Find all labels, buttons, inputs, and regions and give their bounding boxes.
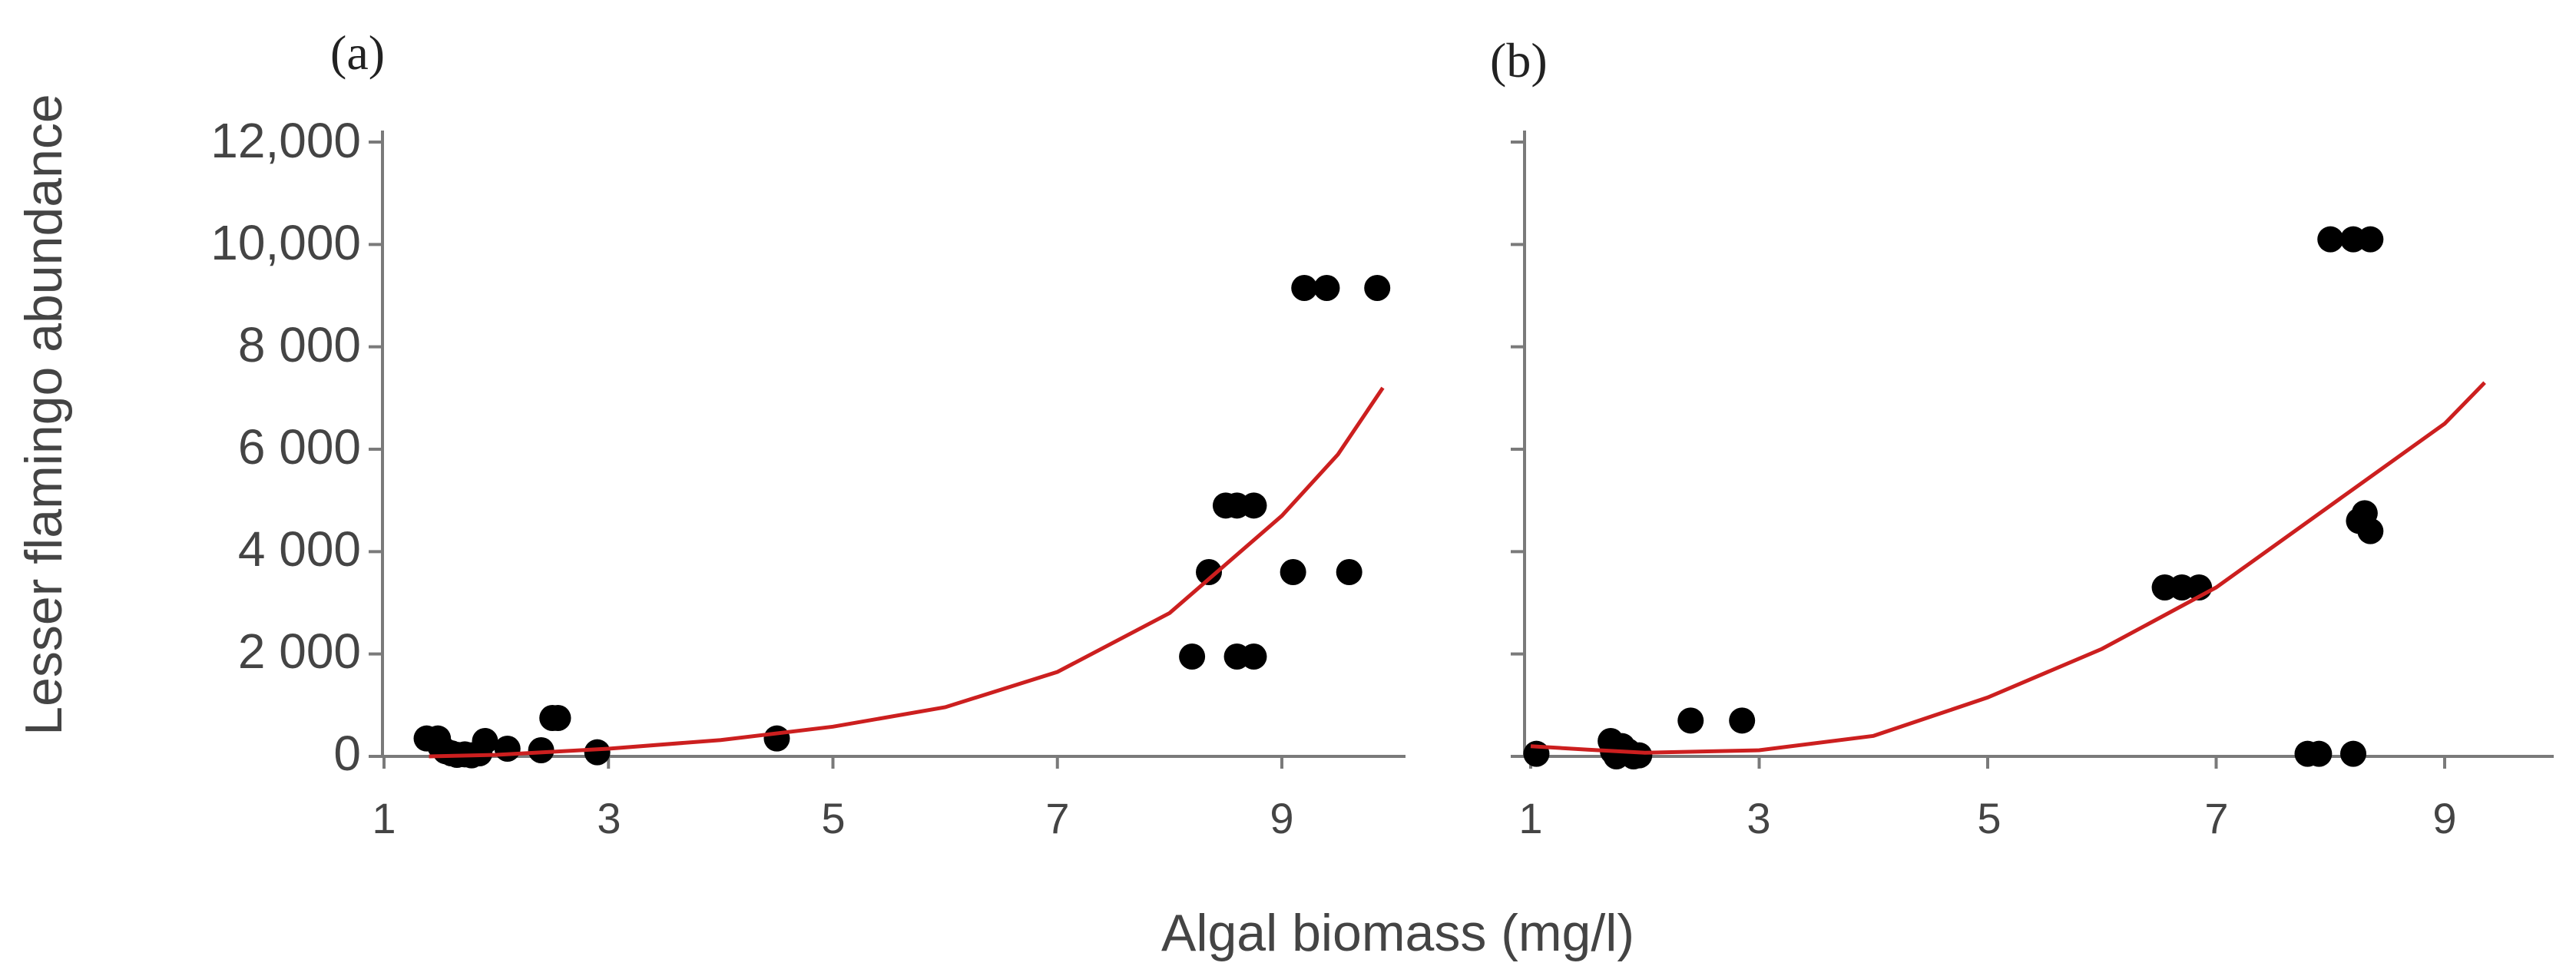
panel-a-points — [413, 275, 1391, 769]
panel-b-x-tick-labels: 1 3 5 7 9 — [1518, 794, 2456, 842]
panel-b-label: (b) — [1490, 33, 1548, 88]
panel-a-point-21 — [1240, 492, 1267, 519]
panel-a-point-17 — [1196, 559, 1223, 585]
panel-b-x-tick-label-3: 3 — [1747, 794, 1770, 842]
panel-a-x-tick-label-3: 3 — [597, 794, 621, 842]
y-tick-label-3: 6 000 — [238, 419, 361, 475]
panel-a-point-13 — [545, 705, 571, 731]
panel-a-point-25 — [1313, 275, 1340, 301]
panel-b-point-8 — [1677, 707, 1704, 734]
panel-a-point-26 — [1336, 559, 1362, 585]
panel-b-points — [1523, 226, 2384, 769]
panel-a-point-15 — [763, 725, 790, 752]
panel-b-point-21 — [2357, 226, 2384, 253]
y-tick-labels: 0 2 000 4 000 6 000 8 000 10,000 12,000 — [210, 113, 361, 781]
panel-a-point-22 — [1240, 643, 1267, 670]
y-tick-label-5: 10,000 — [210, 215, 361, 270]
panel-b-point-7 — [1626, 742, 1653, 769]
panel-a-point-11 — [528, 737, 555, 763]
panel-b-point-15 — [2317, 226, 2344, 253]
panel-b-x-tick-label-1: 1 — [1518, 794, 1542, 842]
panel-a-x-tick-label-1: 1 — [372, 794, 396, 842]
panel-a-point-10 — [494, 736, 521, 762]
panel-a-point-9 — [472, 728, 498, 754]
y-tick-label-2: 4 000 — [238, 521, 361, 577]
panel-b-x-tick-label-9: 9 — [2432, 794, 2456, 842]
panel-b-y-ticks — [1511, 141, 1525, 758]
y-tick-label-0: 0 — [333, 726, 361, 781]
y-tick-label-4: 8 000 — [238, 317, 361, 372]
panel-b-point-20 — [2357, 518, 2384, 544]
panel-b-x-tick-label-7: 7 — [2204, 794, 2228, 842]
panel-b-point-17 — [2340, 740, 2366, 767]
y-tick-label-1: 2 000 — [238, 624, 361, 679]
panel-b-point-9 — [1729, 707, 1756, 734]
y-tick-label-6: 12,000 — [210, 113, 361, 168]
panel-b-fit-curve — [1530, 381, 2486, 755]
panel-b: (b) 1 3 5 7 9 — [1490, 33, 2554, 842]
panel-a-x-tick-label-7: 7 — [1045, 794, 1069, 842]
panel-a-point-16 — [1179, 643, 1206, 670]
panel-a-x-tick-label-9: 9 — [1270, 794, 1293, 842]
panel-a: (a) 1 3 5 7 9 — [330, 25, 1406, 842]
panel-a-fit-curve — [429, 386, 1385, 759]
x-axis-title: Algal biomass (mg/l) — [1161, 904, 1634, 962]
panel-a-point-24 — [1291, 275, 1318, 301]
panel-a-x-tick-label-5: 5 — [821, 794, 845, 842]
panel-a-y-ticks — [369, 141, 382, 758]
panel-b-x-tick-label-5: 5 — [1977, 794, 2001, 842]
panel-b-point-14 — [2306, 740, 2333, 767]
panel-a-point-23 — [1280, 559, 1306, 585]
panel-a-x-ticks — [382, 756, 1283, 769]
panel-a-point-14 — [584, 739, 611, 766]
panel-a-point-27 — [1364, 275, 1391, 301]
panel-a-label: (a) — [330, 25, 385, 80]
y-axis-title: Lesser flamingo abundance — [15, 94, 73, 735]
panel-a-x-tick-labels: 1 3 5 7 9 — [372, 794, 1293, 842]
